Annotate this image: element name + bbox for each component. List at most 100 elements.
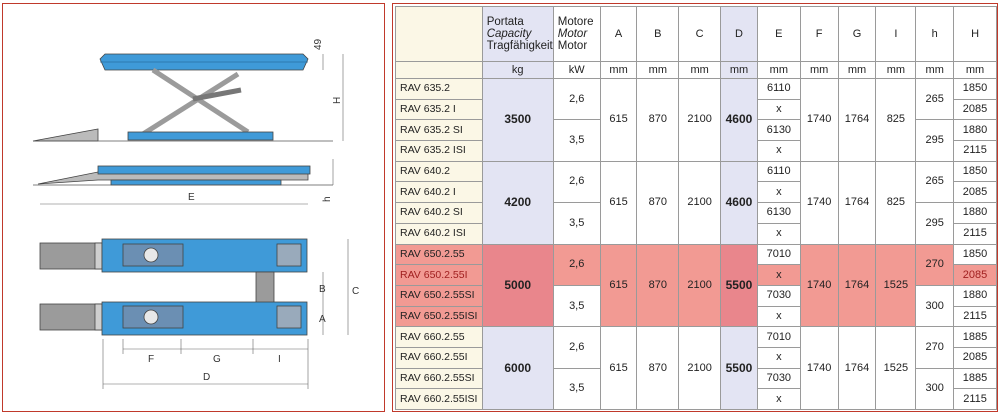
dim-G-cell: 1764 [837, 326, 877, 410]
dim-H-cell: 1885 [953, 367, 997, 390]
spec-table: Portata Capacity Tragfähigkeit Motore Motor… [395, 6, 997, 411]
dim-label-D: D [203, 372, 210, 383]
unit-motor: kW [552, 61, 601, 79]
dim-D-cell: 4600 [720, 160, 758, 245]
unit-C: mm [678, 61, 722, 79]
header-col-h: h [915, 6, 955, 62]
motor-kw-cell: 2,6 [552, 160, 601, 204]
model-cell: RAV 660.2.55ISI [395, 388, 483, 410]
dim-label-49: 49 [313, 38, 324, 50]
dimension-lines [40, 54, 349, 389]
table-row: RAV 640.2 I x 2085 [395, 181, 997, 204]
dim-E-cell: x [756, 305, 801, 328]
dim-B-cell: 870 [636, 243, 680, 328]
dim-E-cell: x [756, 264, 801, 286]
dim-h-cell: 300 [915, 284, 955, 328]
table-row: RAV 640.2 4200 2,6 615 870 2100 4600 6110 1740 17… [395, 160, 997, 245]
dim-A-cell: 615 [599, 78, 638, 162]
header-col-I: I [875, 6, 917, 62]
dim-A-cell: 615 [599, 243, 638, 328]
dim-H-cell: 2115 [953, 305, 997, 328]
motor-kw-cell: 2,6 [552, 243, 601, 286]
dim-I-cell: 1525 [875, 326, 917, 410]
dim-H-cell: 2115 [953, 222, 997, 245]
dim-H-cell: 2115 [953, 140, 997, 162]
dim-H-cell: 2115 [953, 388, 997, 410]
dim-E-cell: 7010 [756, 326, 801, 348]
dim-F-cell: 1740 [799, 326, 839, 410]
model-cell: RAV 635.2 [395, 78, 483, 100]
table-row: RAV 650.2.55 5000 2,6 615 870 2100 5500 7010 174… [395, 243, 997, 328]
dim-D-cell: 5500 [720, 326, 758, 410]
motor-kw-cell: 2,6 [552, 326, 601, 369]
lift-diagram-panel: 49 H h E C B A F G I D [2, 3, 385, 412]
dim-H-cell: 2085 [953, 264, 997, 286]
dim-E-cell: x [756, 140, 801, 162]
unit-D: mm [720, 61, 758, 79]
unit-I: mm [875, 61, 917, 79]
dim-A-cell: 615 [599, 160, 638, 245]
dim-label-B: B [319, 284, 326, 295]
dim-H-cell: 1850 [953, 160, 997, 183]
capacity-cell: 6000 [481, 326, 554, 410]
capacity-cell: 5000 [481, 243, 554, 328]
table-row: RAV 635.2 SI 3,5 6130 295 1880 [395, 119, 997, 162]
dim-label-G: G [213, 354, 221, 365]
dim-H-cell: 1850 [953, 78, 997, 100]
dim-C-cell: 2100 [678, 243, 722, 328]
header-empty [395, 6, 483, 62]
dim-B-cell: 870 [636, 326, 680, 410]
motor-kw-cell: 3,5 [552, 202, 601, 245]
spec-table-panel: Portata Capacity Tragfähigkeit Motore Motor… [392, 3, 998, 412]
unit-E: mm [756, 61, 801, 79]
model-cell: RAV 650.2.55ISI [395, 305, 483, 328]
capacity-cell: 4200 [481, 160, 554, 245]
dim-label-F: F [148, 354, 154, 365]
dim-H-cell: 1850 [953, 243, 997, 266]
dim-D-cell: 5500 [720, 243, 758, 328]
dim-H-cell: 1885 [953, 326, 997, 348]
dim-h-cell: 295 [915, 202, 955, 245]
header-col-E: E [756, 6, 801, 62]
table-row: RAV 660.2.55ISI x 2115 [395, 388, 997, 410]
model-cell: RAV 660.2.55SI [395, 367, 483, 390]
model-cell: RAV 640.2 SI [395, 202, 483, 224]
lift-diagram: 49 H h E C B A F G I D [32, 38, 359, 389]
dim-H-cell: 1880 [953, 202, 997, 224]
dim-label-E: E [188, 192, 195, 203]
dim-E-cell: 6130 [756, 202, 801, 224]
unit-H: mm [953, 61, 997, 79]
dim-h-cell: 265 [915, 77, 955, 121]
model-cell: RAV 635.2 I [395, 98, 483, 121]
dim-G-cell: 1764 [837, 78, 877, 162]
dim-E-cell: 6110 [756, 78, 801, 100]
dim-I-cell: 825 [875, 78, 917, 162]
header-row: Portata Capacity Tragfähigkeit Motore Motor… [395, 6, 997, 62]
dim-G-cell: 1764 [837, 160, 877, 245]
dim-B-cell: 870 [636, 78, 680, 162]
dim-label-H: H [332, 97, 343, 104]
dim-E-cell: x [756, 346, 801, 369]
dim-label-C: C [352, 286, 359, 297]
dim-H-cell: 2085 [953, 98, 997, 121]
motor-kw-cell: 3,5 [552, 284, 601, 328]
table-row: RAV 660.2.55SI 3,5 7030 300 1885 [395, 367, 997, 411]
dim-D-cell: 4600 [720, 78, 758, 162]
dim-E-cell: 7030 [756, 284, 801, 307]
motor-kw-cell: 3,5 [552, 119, 601, 162]
dim-I-cell: 825 [875, 160, 917, 245]
dim-h-cell: 265 [915, 160, 955, 204]
table-row: RAV 650.2.55SI 3,5 7030 300 1880 [395, 284, 997, 328]
dim-E-cell: 6110 [756, 160, 801, 183]
header-col-F: F [799, 6, 839, 62]
dim-F-cell: 1740 [799, 243, 839, 328]
header-col-H: H [953, 6, 997, 62]
model-cell: RAV 660.2.55 [395, 326, 483, 348]
dim-H-cell: 2085 [953, 181, 997, 204]
header-col-B: B [636, 6, 680, 62]
dim-E-cell: x [756, 98, 801, 121]
dim-h-cell: 270 [915, 243, 955, 286]
dim-C-cell: 2100 [678, 78, 722, 162]
dim-H-cell: 1880 [953, 284, 997, 307]
lift-top-view [39, 238, 308, 336]
